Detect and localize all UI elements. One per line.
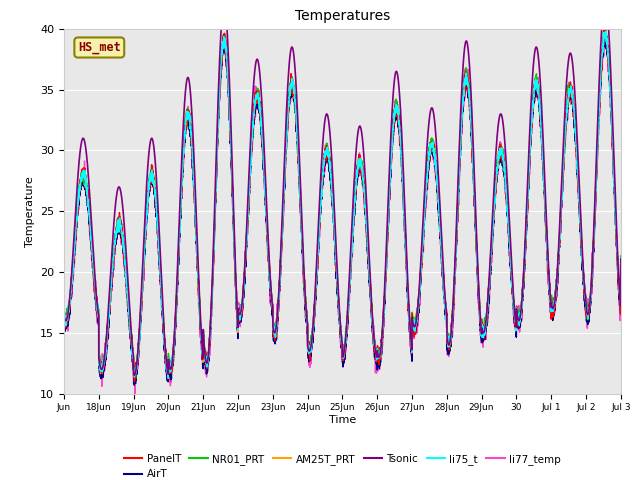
AirT: [602, 35, 609, 40]
Line: NR01_PRT: NR01_PRT: [64, 30, 621, 379]
NR01_PRT: [322, 143, 330, 149]
Line: AM25T_PRT: AM25T_PRT: [64, 29, 621, 378]
NR01_PRT: [79, 169, 87, 175]
AM25T_PRT: [617, 253, 625, 259]
Line: li75_t: li75_t: [64, 31, 621, 378]
Line: PanelT: PanelT: [64, 29, 621, 382]
li75_t: [79, 171, 87, 177]
AM25T_PRT: [274, 302, 282, 308]
li77_temp: [400, 205, 408, 211]
Title: Temperatures: Temperatures: [295, 10, 390, 24]
AirT: [131, 382, 138, 388]
li75_t: [274, 303, 282, 309]
PanelT: [322, 150, 330, 156]
AirT: [79, 175, 87, 181]
PanelT: [60, 312, 68, 318]
Tsonic: [617, 256, 625, 262]
NR01_PRT: [400, 191, 408, 197]
li75_t: [322, 147, 330, 153]
li77_temp: [274, 315, 282, 321]
Tsonic: [385, 189, 392, 194]
NR01_PRT: [601, 27, 609, 33]
PanelT: [400, 197, 408, 203]
PanelT: [385, 216, 392, 222]
Y-axis label: Temperature: Temperature: [24, 176, 35, 247]
Tsonic: [400, 175, 408, 180]
li77_temp: [322, 153, 330, 159]
PanelT: [274, 309, 282, 315]
Tsonic: [60, 313, 68, 319]
AM25T_PRT: [79, 169, 87, 175]
AM25T_PRT: [164, 375, 172, 381]
li77_temp: [485, 291, 493, 297]
AirT: [274, 307, 282, 313]
AM25T_PRT: [385, 205, 392, 211]
Line: li77_temp: li77_temp: [64, 29, 621, 398]
Text: HS_met: HS_met: [78, 41, 121, 54]
li75_t: [602, 28, 610, 34]
AirT: [322, 155, 330, 161]
Line: Tsonic: Tsonic: [64, 0, 621, 375]
li75_t: [60, 315, 68, 321]
NR01_PRT: [132, 376, 140, 382]
NR01_PRT: [485, 288, 493, 293]
AM25T_PRT: [485, 290, 493, 296]
NR01_PRT: [60, 318, 68, 324]
PanelT: [602, 26, 609, 32]
AirT: [385, 218, 392, 224]
AirT: [60, 319, 68, 325]
NR01_PRT: [385, 208, 392, 214]
Tsonic: [274, 302, 282, 308]
Legend: PanelT, AirT, NR01_PRT, AM25T_PRT, Tsonic, li75_t, li77_temp: PanelT, AirT, NR01_PRT, AM25T_PRT, Tsoni…: [120, 450, 565, 480]
li77_temp: [60, 321, 68, 326]
AM25T_PRT: [600, 26, 608, 32]
AirT: [400, 208, 408, 214]
PanelT: [617, 253, 625, 259]
AirT: [485, 301, 493, 307]
AM25T_PRT: [400, 197, 408, 203]
Tsonic: [602, 0, 609, 1]
Tsonic: [79, 135, 87, 141]
NR01_PRT: [274, 301, 282, 307]
Tsonic: [485, 281, 493, 287]
li77_temp: [131, 396, 139, 401]
li77_temp: [79, 171, 87, 177]
NR01_PRT: [617, 253, 625, 259]
PanelT: [485, 292, 493, 298]
li77_temp: [600, 26, 608, 32]
li75_t: [400, 193, 408, 199]
Line: AirT: AirT: [64, 37, 621, 385]
PanelT: [79, 165, 87, 171]
li75_t: [617, 254, 625, 260]
Tsonic: [322, 112, 330, 118]
li75_t: [385, 212, 392, 218]
li77_temp: [385, 209, 392, 215]
AM25T_PRT: [60, 313, 68, 319]
li77_temp: [617, 255, 625, 261]
li75_t: [485, 290, 493, 296]
AM25T_PRT: [322, 146, 330, 152]
X-axis label: Time: Time: [329, 415, 356, 425]
PanelT: [131, 379, 138, 384]
Tsonic: [131, 372, 138, 378]
AirT: [617, 263, 625, 269]
li75_t: [164, 375, 172, 381]
